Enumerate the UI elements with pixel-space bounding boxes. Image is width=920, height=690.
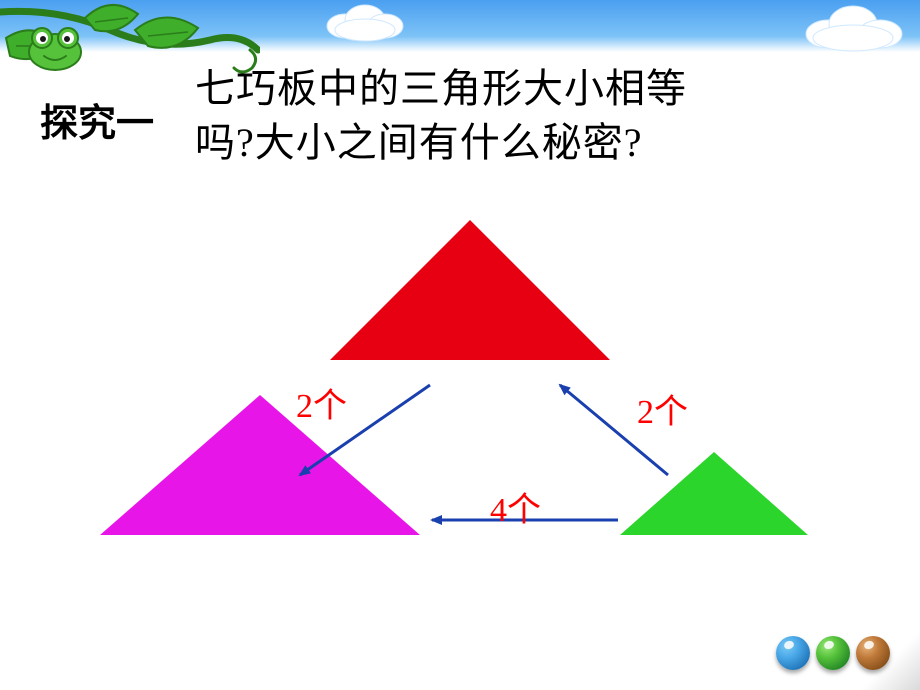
marble-green	[816, 636, 850, 670]
count-label-right: 2个	[637, 384, 688, 433]
cloud-left	[320, 2, 410, 42]
frog-icon	[29, 28, 81, 70]
count-label-bottom: 4个	[490, 482, 541, 531]
headline-line1: 七巧板中的三角形大小相等	[195, 66, 687, 111]
red-triangle	[330, 220, 610, 360]
section-label: 探究一	[40, 92, 154, 147]
cloud-right	[798, 4, 908, 52]
magenta-triangle	[100, 395, 420, 535]
headline-line2: 吗?大小之间有什么秘密?	[195, 120, 643, 165]
triangle-diagram	[0, 190, 920, 610]
marble-blue	[776, 636, 810, 670]
slide-headline: 七巧板中的三角形大小相等 吗?大小之间有什么秘密?	[195, 62, 687, 170]
count-label-left: 2个	[296, 378, 347, 427]
green-triangle	[620, 452, 808, 535]
marble-row	[776, 636, 890, 670]
marble-brown	[856, 636, 890, 670]
